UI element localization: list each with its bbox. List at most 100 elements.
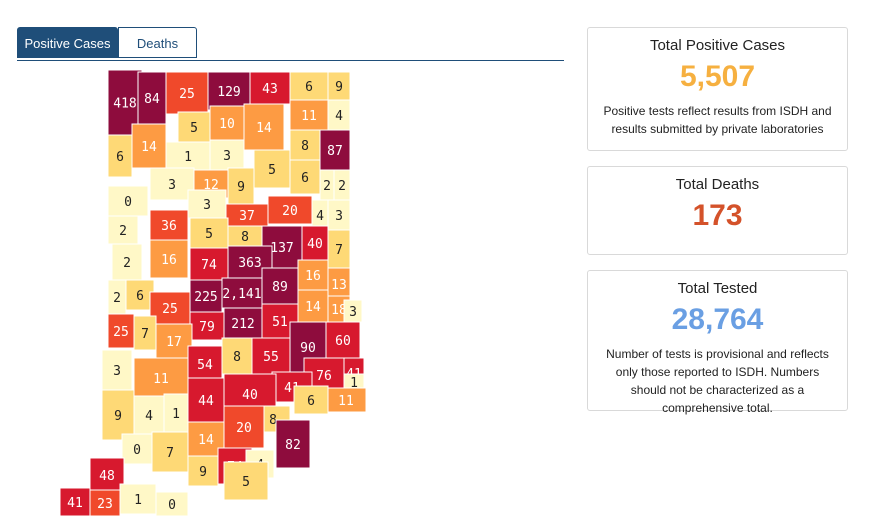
county-count-label: 5 bbox=[190, 121, 198, 136]
county-count-label: 363 bbox=[238, 256, 261, 271]
county-count-label: 7 bbox=[166, 446, 174, 461]
county-count-label: 14 bbox=[305, 300, 321, 315]
county-region[interactable] bbox=[325, 321, 361, 359]
county-region[interactable] bbox=[131, 123, 167, 169]
county-count-label: 6 bbox=[307, 394, 315, 409]
county-region[interactable] bbox=[289, 99, 329, 131]
county-region[interactable] bbox=[221, 277, 263, 309]
county-count-label: 18 bbox=[331, 303, 347, 318]
county-region[interactable] bbox=[189, 247, 229, 281]
total-deaths-card: Total Deaths 173 bbox=[587, 166, 848, 255]
county-count-label: 137 bbox=[270, 241, 293, 256]
total-tested-value: 28,764 bbox=[671, 303, 764, 336]
county-count-label: 12 bbox=[203, 178, 219, 193]
tab-positive-cases[interactable]: Positive Cases bbox=[17, 27, 118, 58]
county-count-label: 3 bbox=[203, 198, 211, 213]
total-positive-card: Total Positive Cases 5,507 Positive test… bbox=[587, 27, 848, 151]
county-count-label: 0 bbox=[124, 195, 132, 210]
county-count-label: 55 bbox=[263, 350, 279, 365]
county-region[interactable] bbox=[101, 389, 135, 441]
county-region[interactable] bbox=[119, 483, 157, 515]
county-count-label: 2 bbox=[338, 179, 346, 194]
county-region[interactable] bbox=[165, 141, 211, 171]
county-count-label: 87 bbox=[327, 144, 343, 159]
county-region[interactable] bbox=[325, 387, 367, 413]
county-region[interactable] bbox=[187, 189, 227, 219]
county-count-label: 1 bbox=[172, 407, 180, 422]
total-positive-note: Positive tests reflect results from ISDH… bbox=[603, 104, 832, 136]
county-count-label: 2,141 bbox=[222, 287, 261, 302]
county-count-label: 6 bbox=[116, 150, 124, 165]
county-region[interactable] bbox=[221, 337, 253, 375]
county-count-label: 2 bbox=[123, 256, 131, 271]
total-tested-title: Total Tested bbox=[677, 280, 758, 297]
county-count-label: 16 bbox=[161, 253, 177, 268]
county-region[interactable] bbox=[155, 323, 193, 359]
county-count-label: 1 bbox=[134, 493, 142, 508]
county-region[interactable] bbox=[209, 105, 245, 141]
total-deaths-title: Total Deaths bbox=[675, 176, 760, 193]
county-count-label: 4 bbox=[316, 209, 324, 224]
county-region[interactable] bbox=[121, 433, 153, 465]
county-region[interactable] bbox=[223, 461, 269, 501]
county-count-label: 8 bbox=[241, 230, 249, 245]
county-count-label: 2 bbox=[113, 291, 121, 306]
county-region[interactable] bbox=[133, 357, 189, 399]
county-count-label: 43 bbox=[262, 82, 278, 97]
county-count-label: 25 bbox=[113, 325, 129, 340]
county-region[interactable] bbox=[59, 487, 91, 517]
county-region[interactable] bbox=[223, 405, 265, 449]
county-region[interactable] bbox=[297, 259, 329, 291]
county-region[interactable] bbox=[89, 457, 125, 493]
county-count-label: 20 bbox=[282, 204, 298, 219]
county-count-label: 76 bbox=[316, 369, 332, 384]
county-region[interactable] bbox=[149, 167, 195, 201]
county-count-label: 2 bbox=[119, 224, 127, 239]
county-region[interactable] bbox=[155, 491, 189, 517]
county-count-label: 9 bbox=[237, 180, 245, 195]
county-region[interactable] bbox=[149, 291, 191, 325]
county-count-label: 20 bbox=[236, 421, 252, 436]
county-region[interactable] bbox=[289, 159, 321, 195]
county-count-label: 8 bbox=[269, 413, 277, 428]
county-count-label: 11 bbox=[301, 109, 317, 124]
county-count-label: 129 bbox=[217, 85, 240, 100]
county-region[interactable] bbox=[267, 195, 313, 225]
total-deaths-value: 173 bbox=[692, 199, 743, 232]
county-region[interactable] bbox=[275, 419, 311, 469]
county-count-label: 6 bbox=[301, 171, 309, 186]
county-region[interactable] bbox=[243, 103, 285, 151]
county-region[interactable] bbox=[107, 134, 133, 178]
county-region[interactable] bbox=[187, 345, 223, 383]
county-count-label: 4 bbox=[335, 109, 343, 124]
county-count-label: 82 bbox=[285, 438, 301, 453]
county-count-label: 79 bbox=[199, 320, 215, 335]
county-region[interactable] bbox=[149, 239, 189, 279]
county-count-label: 14 bbox=[141, 140, 157, 155]
county-region[interactable] bbox=[189, 217, 229, 249]
county-region[interactable] bbox=[293, 385, 329, 415]
county-count-label: 1 bbox=[184, 150, 192, 165]
county-region[interactable] bbox=[137, 71, 167, 125]
county-count-label: 2 bbox=[323, 179, 331, 194]
county-count-label: 36 bbox=[161, 219, 177, 234]
county-count-label: 14 bbox=[256, 121, 272, 136]
county-count-label: 3 bbox=[335, 209, 343, 224]
county-count-label: 0 bbox=[168, 498, 176, 513]
tab-deaths[interactable]: Deaths bbox=[118, 27, 197, 58]
total-positive-title: Total Positive Cases bbox=[649, 37, 786, 54]
county-region[interactable] bbox=[187, 455, 219, 487]
county-region[interactable] bbox=[319, 129, 351, 171]
total-tested-card: Total Tested 28,764 Number of tests is p… bbox=[587, 270, 848, 415]
county-region[interactable] bbox=[289, 71, 329, 101]
county-region[interactable] bbox=[149, 209, 189, 241]
county-region[interactable] bbox=[151, 431, 189, 473]
county-region[interactable] bbox=[251, 337, 291, 375]
county-count-label: 8 bbox=[301, 139, 309, 154]
county-region[interactable] bbox=[209, 139, 245, 171]
county-region[interactable] bbox=[89, 489, 121, 517]
county-region[interactable] bbox=[107, 215, 139, 245]
county-region[interactable] bbox=[261, 267, 299, 305]
county-count-label: 6 bbox=[305, 80, 313, 95]
county-count-label: 6 bbox=[136, 289, 144, 304]
